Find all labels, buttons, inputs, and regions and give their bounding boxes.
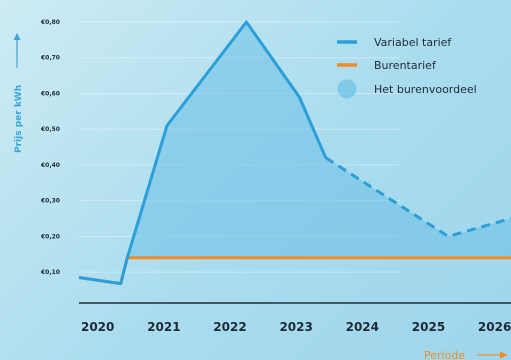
y-tick-label: €0,50 xyxy=(40,126,60,133)
benefit-area-group xyxy=(79,22,511,284)
y-tick-label: €0,40 xyxy=(40,162,60,169)
x-axis-label: Periode xyxy=(424,349,465,360)
variabel-tarief-line xyxy=(78,20,328,286)
series-lines xyxy=(78,20,511,286)
y-axis-arrow-head xyxy=(13,33,21,40)
legend-label-burentarief: Burentarief xyxy=(374,59,437,72)
x-axis-arrow-head xyxy=(500,351,508,359)
legend-label-burenvoordeel: Het burenvoordeel xyxy=(374,83,477,96)
legend-swatch-burenvoordeel xyxy=(337,79,357,99)
x-tick-label: 2020 xyxy=(81,320,114,334)
burentarief-line xyxy=(78,256,511,286)
y-tick-label: €0,80 xyxy=(40,19,60,26)
x-tick-label: 2024 xyxy=(346,320,379,334)
x-tick-label: 2025 xyxy=(412,320,445,334)
variabel-tarief-projection xyxy=(324,156,511,238)
x-tick-label: 2022 xyxy=(213,320,246,334)
x-tick-label: 2023 xyxy=(279,320,312,334)
legend-label-variabel-tarief: Variabel tarief xyxy=(374,36,452,49)
y-tick-label: €0,20 xyxy=(40,233,60,240)
y-tick-label: €0,10 xyxy=(40,269,60,276)
x-tick-label: 2026 xyxy=(478,320,511,334)
y-tick-label: €0,30 xyxy=(40,198,60,205)
x-tick-label: 2021 xyxy=(147,320,180,334)
y-axis-label: Prijs per kWh xyxy=(14,85,24,153)
benefit-area xyxy=(79,22,511,284)
axes: €0,10 €0,20 €0,30 €0,40 €0,50 €0,60 €0,70 €0,80… xyxy=(13,19,511,360)
y-tick-label: €0,60 xyxy=(40,90,60,97)
legend: Variabel tarief Burentarief Het burenvoord… xyxy=(337,36,477,99)
y-tick-label: €0,70 xyxy=(40,55,60,62)
